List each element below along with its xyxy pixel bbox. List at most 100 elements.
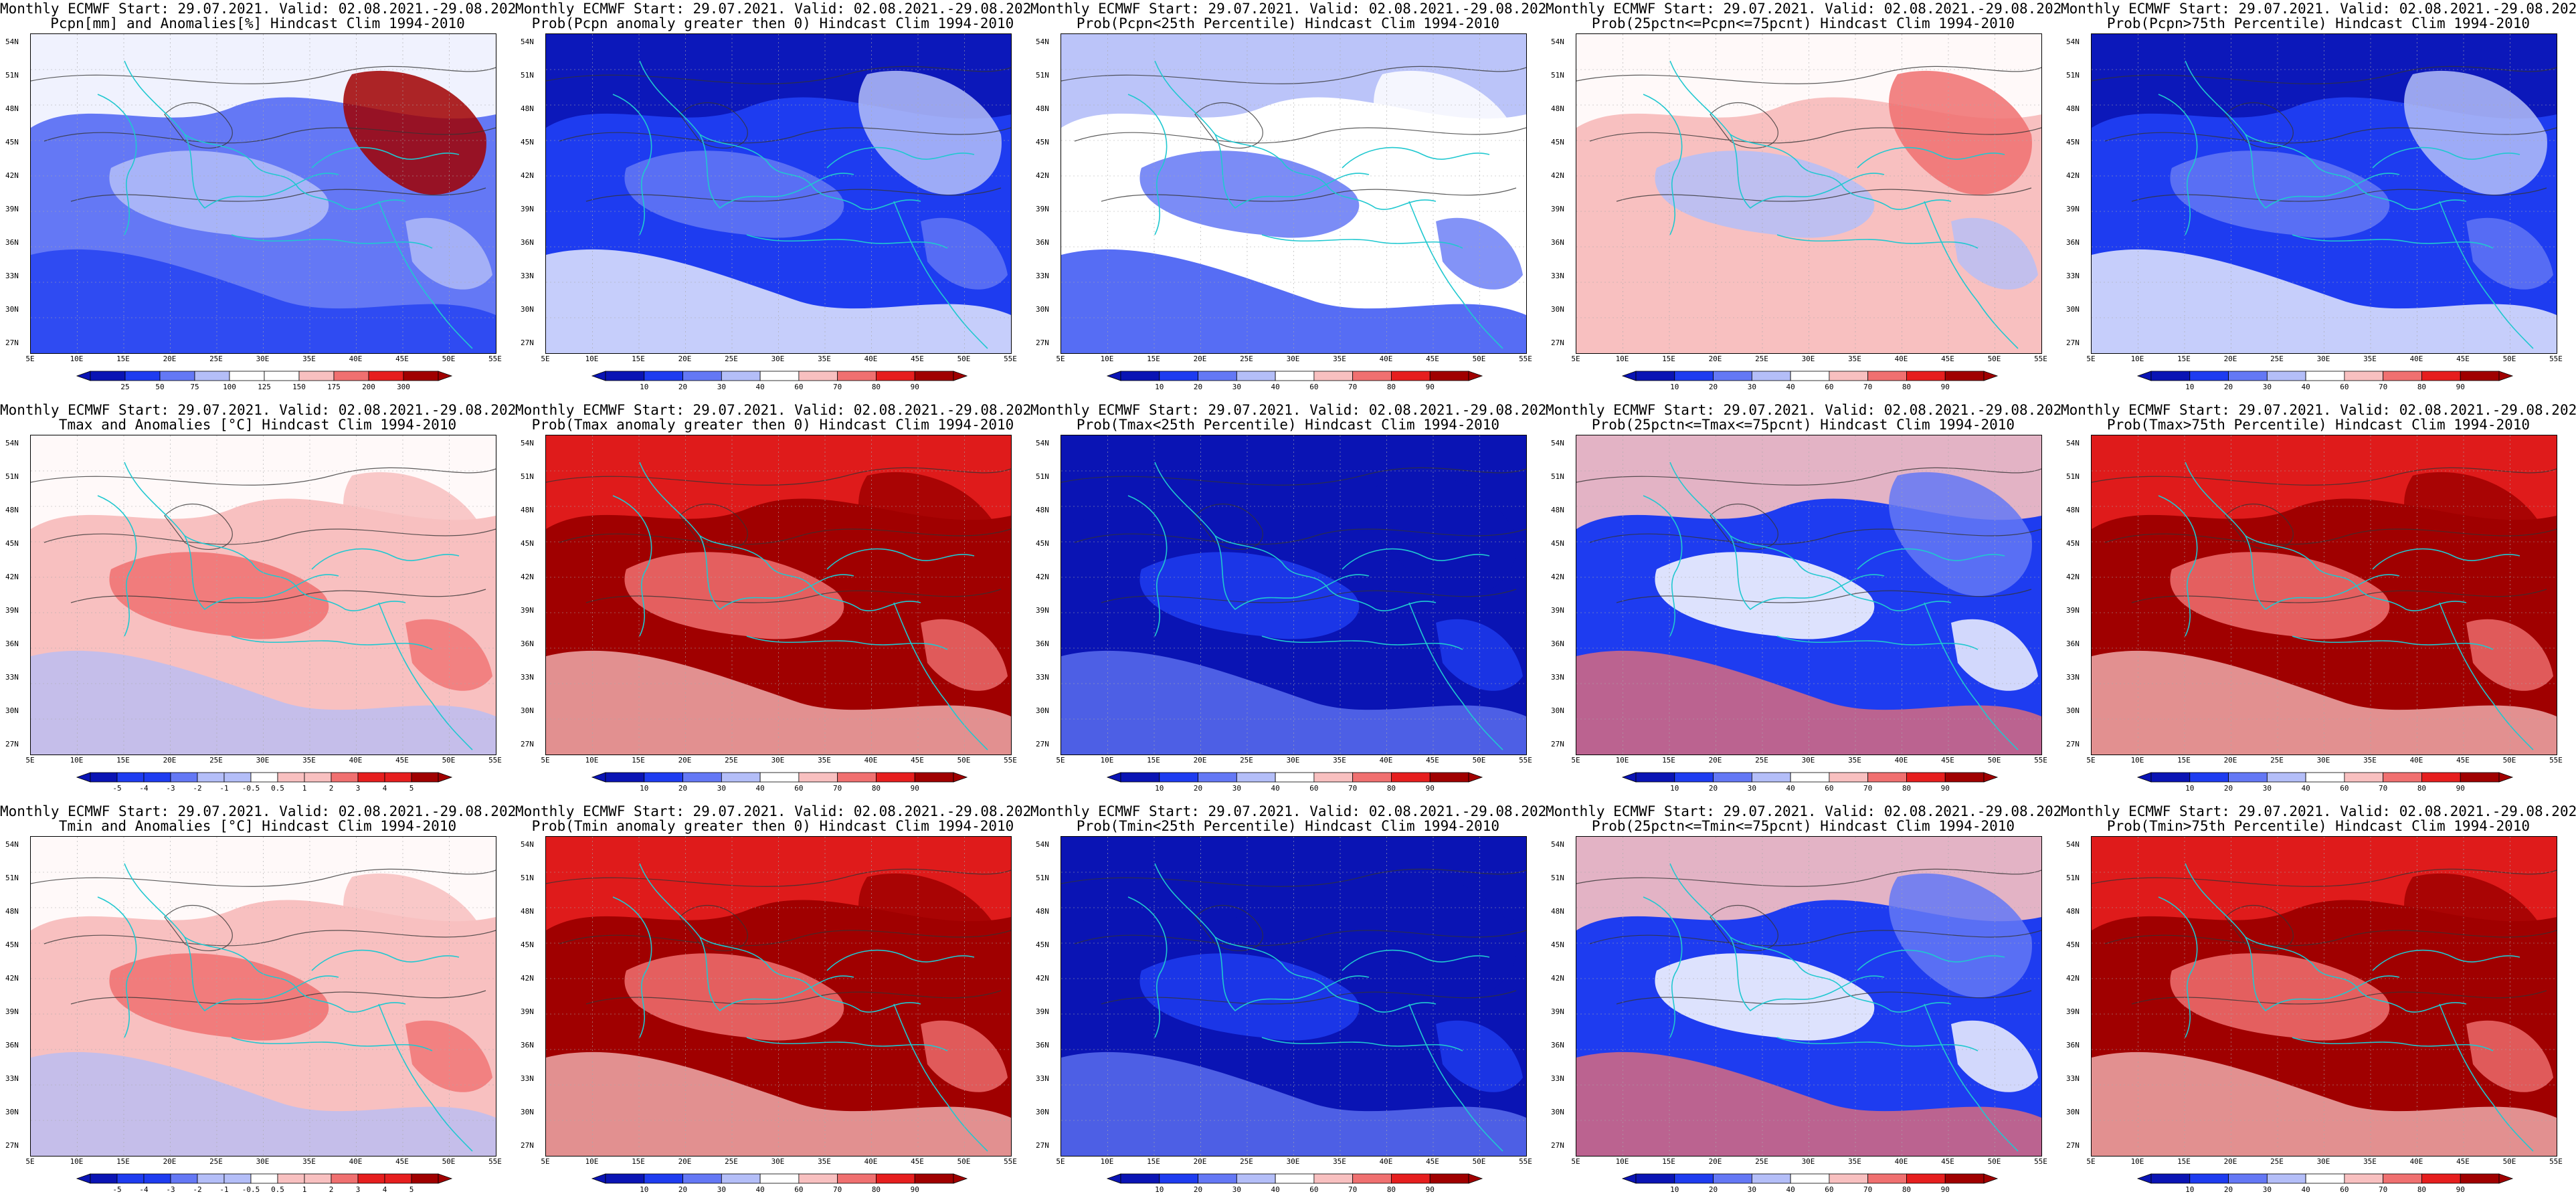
colorbar-tick-label: 10 bbox=[1155, 383, 1164, 391]
panel-title-line1: Monthly ECMWF Start: 29.07.2021. Valid: … bbox=[515, 402, 1030, 418]
lon-tick-label: 50E bbox=[2502, 1157, 2516, 1166]
lon-tick-label: 15E bbox=[1147, 1157, 1160, 1166]
lon-tick-label: 10E bbox=[70, 355, 84, 363]
colorbar-ticks: 10 20 30 40 60 70 80 90 bbox=[1107, 1185, 1482, 1195]
colorbar-tick-label: 70 bbox=[2379, 784, 2388, 793]
colorbar bbox=[1621, 1173, 1999, 1184]
lat-tick-label: 36N bbox=[1036, 1041, 1049, 1049]
colorbar-tick-label: 20 bbox=[678, 784, 688, 793]
lon-tick-label: 50E bbox=[1472, 1157, 1486, 1166]
lat-tick-label: 48N bbox=[521, 104, 534, 113]
colorbar-tick-label: 10 bbox=[2185, 383, 2195, 391]
lat-tick-label: 48N bbox=[1036, 907, 1049, 916]
lon-tick-label: 15E bbox=[116, 355, 130, 363]
lon-tick-label: 40E bbox=[2409, 756, 2423, 765]
colorbar bbox=[76, 371, 453, 381]
lat-tick-label: 45N bbox=[521, 138, 534, 146]
colorbar-ticks: -5 -4 -3 -2 -1 -0.5 0.5 1 2 3 4 5 bbox=[77, 1185, 452, 1195]
lon-tick-label: 55E bbox=[1004, 1157, 1017, 1166]
lat-tick-label: 27N bbox=[1551, 740, 1564, 748]
colorbar-tick-label: 80 bbox=[1386, 1185, 1396, 1194]
lon-tick-label: 40E bbox=[864, 1157, 878, 1166]
lat-tick-label: 45N bbox=[5, 138, 19, 146]
map-area bbox=[1061, 435, 1527, 755]
colorbar-tick-label: 50 bbox=[155, 383, 165, 391]
colorbar-tick-label: 40 bbox=[2301, 1185, 2310, 1194]
lon-tick-label: 45E bbox=[911, 756, 924, 765]
lat-tick-label: 36N bbox=[521, 238, 534, 247]
lon-tick-label: 40E bbox=[1379, 756, 1393, 765]
lat-tick-label: 45N bbox=[1551, 539, 1564, 548]
colorbar-tick-label: 20 bbox=[1708, 1185, 1718, 1194]
lat-tick-label: 30N bbox=[1551, 706, 1564, 715]
colorbar-tick-label: 60 bbox=[1825, 784, 1834, 793]
lat-tick-label: 30N bbox=[5, 1108, 19, 1116]
lat-tick-label: 33N bbox=[1551, 272, 1564, 280]
lat-tick-label: 33N bbox=[2066, 272, 2080, 280]
colorbar-tick-label: 1 bbox=[302, 784, 307, 793]
colorbar-tick-label: 70 bbox=[833, 784, 842, 793]
lat-tick-label: 39N bbox=[5, 606, 19, 615]
panel-title-line1: Monthly ECMWF Start: 29.07.2021. Valid: … bbox=[0, 803, 515, 819]
lat-tick-label: 54N bbox=[1036, 37, 1049, 46]
panel-title-line2: Prob(Tmax anomaly greater then 0) Hindca… bbox=[531, 417, 1014, 433]
lon-tick-label: 35E bbox=[2363, 1157, 2377, 1166]
lon-tick-label: 10E bbox=[2130, 1157, 2144, 1166]
lon-tick-label: 20E bbox=[163, 756, 177, 765]
lon-tick-label: 25E bbox=[1240, 756, 1253, 765]
lat-tick-label: 30N bbox=[1036, 305, 1049, 314]
colorbar-tick-label: 60 bbox=[2340, 1185, 2349, 1194]
lon-tick-label: 35E bbox=[1333, 756, 1346, 765]
lat-tick-label: 33N bbox=[521, 1074, 534, 1083]
colorbar-tick-label: 175 bbox=[327, 383, 341, 391]
lat-tick-label: 45N bbox=[1551, 940, 1564, 949]
colorbar-tick-label: 80 bbox=[2417, 1185, 2427, 1194]
lon-tick-label: 30E bbox=[771, 756, 785, 765]
lon-tick-label: 15E bbox=[1662, 1157, 1675, 1166]
colorbar-tick-label: 30 bbox=[717, 383, 726, 391]
lon-tick-label: 50E bbox=[1987, 1157, 2001, 1166]
lon-tick-label: 40E bbox=[1379, 355, 1393, 363]
lon-tick-label: 40E bbox=[2409, 355, 2423, 363]
colorbar-tick-label: 70 bbox=[1348, 784, 1358, 793]
panel-title-line2: Prob(Pcpn>75th Percentile) Hindcast Clim… bbox=[2106, 15, 2531, 31]
lat-tick-label: 48N bbox=[521, 907, 534, 916]
colorbar-tick-label: 40 bbox=[755, 383, 765, 391]
map-area bbox=[545, 33, 1012, 354]
lon-tick-label: 40E bbox=[1894, 355, 1908, 363]
lat-tick-label: 48N bbox=[1036, 104, 1049, 113]
lat-tick-label: 36N bbox=[5, 238, 19, 247]
lat-tick-label: 48N bbox=[5, 104, 19, 113]
lat-tick-label: 48N bbox=[1551, 907, 1564, 916]
panel-title-line2: Tmax and Anomalies [°C] Hindcast Clim 19… bbox=[58, 417, 457, 433]
lat-tick-label: 39N bbox=[2066, 606, 2080, 615]
lat-tick-label: 36N bbox=[2066, 238, 2080, 247]
lon-tick-label: 30E bbox=[256, 1157, 270, 1166]
colorbar-tick-label: 0.5 bbox=[271, 1185, 284, 1194]
lon-tick-label: 55E bbox=[1519, 756, 1532, 765]
lat-tick-label: 45N bbox=[1036, 940, 1049, 949]
lat-tick-label: 51N bbox=[5, 472, 19, 481]
lat-tick-label: 48N bbox=[521, 506, 534, 514]
lon-tick-label: 25E bbox=[1755, 756, 1768, 765]
colorbar-tick-label: 100 bbox=[223, 383, 236, 391]
lon-tick-label: 30E bbox=[2316, 355, 2330, 363]
colorbar-tick-label: 200 bbox=[362, 383, 375, 391]
panel-title-line2: Prob(Tmax<25th Percentile) Hindcast Clim… bbox=[1076, 417, 1500, 433]
lon-tick-label: 30E bbox=[1801, 756, 1815, 765]
lat-tick-label: 51N bbox=[1036, 71, 1049, 80]
lat-tick-label: 30N bbox=[2066, 1108, 2080, 1116]
lat-tick-label: 33N bbox=[5, 673, 19, 682]
lon-tick-label: 20E bbox=[163, 355, 177, 363]
colorbar-ticks: 10 20 30 40 60 70 80 90 bbox=[1107, 784, 1482, 793]
map-panel-tmin-lt25: Monthly ECMWF Start: 29.07.2021. Valid: … bbox=[1030, 803, 1546, 1204]
lon-tick-label: 55E bbox=[488, 1157, 502, 1166]
lat-tick-label: 27N bbox=[521, 338, 534, 347]
colorbar-tick-label: -3 bbox=[166, 784, 175, 793]
lon-tick-label: 15E bbox=[632, 756, 645, 765]
lat-tick-label: 51N bbox=[1551, 71, 1564, 80]
colorbar-tick-label: 20 bbox=[1193, 383, 1203, 391]
lon-tick-label: 30E bbox=[1286, 756, 1300, 765]
colorbar-tick-label: 10 bbox=[1155, 784, 1164, 793]
map-panel-pcpn-mid: Monthly ECMWF Start: 29.07.2021. Valid: … bbox=[1546, 0, 2061, 401]
